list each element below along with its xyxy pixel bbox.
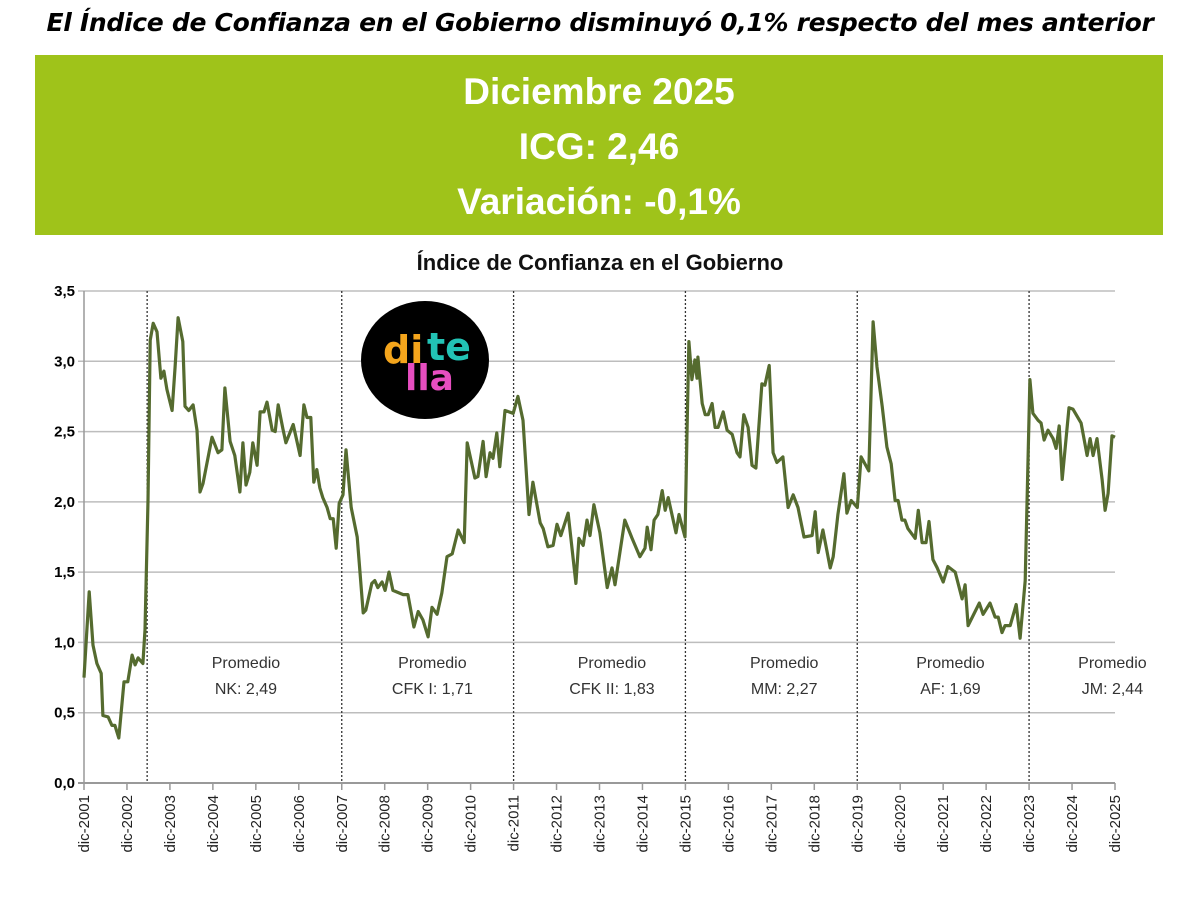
x-tick-label: dic-2007: [334, 795, 351, 853]
x-tick-label: dic-2001: [76, 795, 93, 853]
y-tick-label: 2,0: [54, 494, 75, 511]
period-average-label: Promedio: [212, 655, 281, 672]
x-tick-label: dic-2014: [634, 795, 651, 853]
period-average-label: Promedio: [750, 655, 819, 672]
y-tick-label: 0,5: [54, 705, 75, 722]
x-tick-label: dic-2023: [1021, 795, 1038, 853]
x-tick-label: dic-2020: [892, 795, 909, 853]
x-tick-label: dic-2012: [549, 795, 566, 853]
period-average-value: CFK II: 1,83: [569, 681, 654, 698]
x-tick-label: dic-2005: [248, 795, 265, 853]
period-average-value: NK: 2,49: [215, 681, 277, 698]
x-tick-label: dic-2016: [720, 795, 737, 853]
x-tick-label: dic-2011: [506, 795, 523, 851]
x-tick-label: dic-2013: [592, 795, 609, 853]
x-tick-label: dic-2008: [377, 795, 394, 853]
period-average-value: MM: 2,27: [751, 681, 818, 698]
x-tick-label: dic-2018: [806, 795, 823, 853]
x-tick-label: dic-2021: [935, 795, 952, 853]
x-tick-label: dic-2025: [1107, 795, 1124, 853]
summary-banner: Diciembre 2025 ICG: 2,46 Variación: -0,1…: [35, 55, 1163, 235]
logo-lla: lla: [405, 358, 454, 399]
y-tick-label: 0,0: [54, 775, 75, 792]
y-tick-label: 2,5: [54, 424, 75, 441]
period-average-value: CFK I: 1,71: [392, 681, 473, 698]
x-tick-label: dic-2017: [763, 795, 780, 853]
icg-series-line: [82, 316, 1116, 740]
headline: El Índice de Confianza en el Gobierno di…: [46, 8, 1154, 37]
ditella-logo: di te lla: [361, 301, 489, 419]
x-tick-label: dic-2015: [677, 795, 694, 853]
period-average-label: Promedio: [1078, 655, 1147, 672]
y-tick-label: 1,5: [54, 564, 75, 581]
period-average-label: Promedio: [916, 655, 985, 672]
x-tick-label: dic-2022: [978, 795, 995, 853]
x-tick-label: dic-2009: [420, 795, 437, 853]
x-tick-label: dic-2010: [463, 795, 480, 853]
y-tick-label: 1,0: [54, 634, 75, 651]
y-tick-label: 3,0: [54, 353, 75, 370]
x-tick-label: dic-2003: [162, 795, 179, 853]
x-tick-label: dic-2024: [1064, 795, 1081, 853]
period-average-label: Promedio: [578, 655, 647, 672]
banner-icg-value: ICG: 2,46: [518, 126, 680, 167]
x-tick-label: dic-2004: [205, 795, 222, 853]
period-average-label: Promedio: [398, 655, 467, 672]
logo-circle: [361, 301, 489, 419]
period-average-value: JM: 2,44: [1082, 681, 1143, 698]
logo-di: di: [383, 328, 423, 372]
logo-te: te: [427, 325, 471, 369]
x-tick-label: dic-2019: [849, 795, 866, 853]
period-average-value: AF: 1,69: [920, 681, 981, 698]
chart-title: Índice de Confianza en el Gobierno: [417, 250, 784, 275]
banner-month: Diciembre 2025: [463, 71, 735, 112]
x-tick-label: dic-2006: [291, 795, 308, 853]
y-tick-label: 3,5: [54, 283, 75, 300]
banner-variation: Variación: -0,1%: [457, 181, 741, 222]
x-tick-label: dic-2002: [119, 795, 136, 853]
